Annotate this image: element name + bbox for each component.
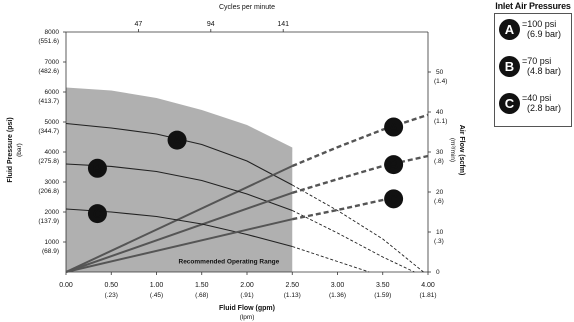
x-tick-label-1: 0.50	[104, 282, 118, 289]
x-tick-label-6: 3.00	[331, 282, 345, 289]
pressure-curve-b-extension	[292, 210, 415, 273]
y-left-axis-label: Fluid Pressure (psi)	[7, 117, 14, 182]
pressure-badge-b-label: B	[93, 162, 102, 176]
x-tick-sub-4: (.91)	[240, 292, 253, 299]
y-left-tick-label-6: 7000	[45, 59, 60, 66]
x-tick-label-8: 4.00	[421, 282, 435, 289]
legend-item-b: B =70 psi (4.8 bar)	[499, 56, 573, 84]
pressure-badge-b	[87, 158, 107, 178]
x-tick-label-2: 1.00	[150, 282, 164, 289]
y-left-tick-sub-0: (68.9)	[42, 248, 59, 255]
airflow-line-b-extension	[291, 154, 429, 194]
y-right-tick-label-4: 40	[436, 109, 444, 116]
legend-psi-a: =100 psi	[522, 19, 557, 29]
y-left-tick-label-7: 8000	[45, 29, 60, 36]
series-badges-layer: A A B B C C	[87, 117, 404, 224]
x-tick-label-5: 2.50	[285, 282, 299, 289]
x-tick-label-4: 2.00	[240, 282, 254, 289]
y-right-tick-sub-4: (1.1)	[434, 118, 447, 125]
legend-item-a: A =100 psi (6.9 bar)	[499, 19, 573, 47]
airflow-line-b	[65, 191, 293, 273]
y-left-tick-sub-3: (275.8)	[38, 158, 59, 165]
x-tick-label-0: 0.00	[59, 282, 73, 289]
y-right-tick-sub-3: (.8)	[434, 158, 444, 165]
y-left-tick-sub-1: (137.9)	[38, 218, 59, 225]
x-tick-sub-2: (.45)	[150, 292, 163, 299]
y-left-tick-sub-6: (482.6)	[38, 68, 59, 75]
y-right-tick-label-3: 30	[436, 149, 444, 156]
y-right-axis-label: Air Flow (scfm)	[458, 125, 465, 176]
legend-title: Inlet Air Pressures	[495, 1, 571, 11]
legend-psi-b: =70 psi	[522, 56, 552, 66]
airflow-line-c	[65, 218, 293, 273]
y-left-tick-label-3: 4000	[45, 149, 60, 156]
legend-bar-c: (2.8 bar)	[527, 103, 562, 113]
legend-item-c: C =40 psi (2.8 bar)	[499, 93, 573, 121]
y-right-axis-unit: (m³/min)	[449, 138, 456, 162]
x-tick-label-7: 3.50	[376, 282, 390, 289]
y-left-tick-sub-7: (551.6)	[38, 38, 59, 45]
y-right-tick-sub-5: (1.4)	[434, 78, 447, 85]
recommended-region	[66, 87, 293, 272]
airflow-badge-c	[384, 189, 404, 209]
y-right-tick-label-1: 10	[436, 229, 444, 236]
pressure-badge-c-label: C	[93, 207, 102, 221]
airflow-badge-a	[384, 117, 404, 137]
recommended-region-label: Recommended Operating Range	[179, 259, 280, 266]
y-left-axis-unit: (bar)	[16, 143, 23, 157]
x-tick-sub-7: (1.59)	[374, 292, 391, 299]
top-tick-label-0: 47	[135, 21, 143, 28]
pressure-curve-c-extension	[292, 246, 370, 273]
y-left-tick-sub-4: (344.7)	[38, 128, 59, 135]
airflow-badge-b	[384, 155, 404, 175]
x-axis-label: Fluid Flow (gpm)	[219, 305, 275, 312]
x-axis-unit: (lpm)	[240, 314, 255, 321]
axis-labels-layer: 0.00 0.50 (.23) 1.00 (.45) 1.50 (.68) 2.00 (.91)…	[7, 4, 465, 321]
y-left-tick-label-2: 3000	[45, 179, 60, 186]
airflow-badge-a-label: A	[389, 121, 398, 135]
airflow-badge-b-label: B	[389, 158, 398, 172]
performance-chart: Recommended Operating Range AAB BCC 0.00 0…	[7, 4, 465, 321]
legend-box: A =100 psi (6.9 bar) B =70 psi (4.8 bar)…	[494, 13, 572, 127]
y-right-tick-sub-1: (.3)	[434, 238, 444, 245]
y-right-tick-label-2: 20	[436, 189, 444, 196]
legend-badge-b: B	[499, 56, 520, 77]
legend: Inlet Air Pressures A =100 psi (6.9 bar)…	[494, 1, 572, 127]
legend-badge-c: C	[499, 93, 520, 114]
y-left-tick-label-1: 2000	[45, 209, 60, 216]
recommended-region-layer: Recommended Operating Range	[66, 87, 293, 272]
top-tick-label-2: 141	[277, 21, 289, 28]
x-tick-label-3: 1.50	[195, 282, 209, 289]
y-right-tick-sub-2: (.6)	[434, 198, 444, 205]
axes-layer	[63, 29, 431, 275]
top-axis-label: Cycles per minute	[219, 4, 275, 11]
pressure-badge-a-label: A	[173, 134, 182, 148]
airflow-line-a	[65, 165, 293, 273]
legend-badge-a: A	[499, 19, 520, 40]
y-left-tick-sub-2: (206.8)	[38, 188, 59, 195]
x-tick-sub-6: (1.36)	[329, 292, 346, 299]
top-tick-label-1: 94	[207, 21, 215, 28]
x-tick-sub-1: (.23)	[105, 292, 118, 299]
y-left-tick-label-4: 5000	[45, 119, 60, 126]
y-right-tick-label-0: 0	[436, 269, 440, 276]
legend-bar-b: (4.8 bar)	[527, 66, 562, 76]
pressure-curve-a-extension	[292, 184, 424, 273]
y-right-tick-label-5: 50	[436, 69, 444, 76]
pressure-badge-c	[87, 204, 107, 224]
airflow-badge-c-label: C	[389, 192, 398, 206]
airflow-line-a-extension	[291, 113, 429, 168]
x-tick-sub-3: (.68)	[195, 292, 208, 299]
legend-bar-a: (6.9 bar)	[527, 29, 562, 39]
x-tick-sub-5: (1.13)	[284, 292, 301, 299]
x-tick-sub-8: (1.81)	[420, 292, 437, 299]
y-left-tick-sub-5: (413.7)	[38, 98, 59, 105]
y-left-tick-label-0: 1000	[45, 239, 60, 246]
y-left-tick-label-5: 6000	[45, 89, 60, 96]
legend-psi-c: =40 psi	[522, 93, 552, 103]
pressure-badge-a	[167, 130, 187, 150]
